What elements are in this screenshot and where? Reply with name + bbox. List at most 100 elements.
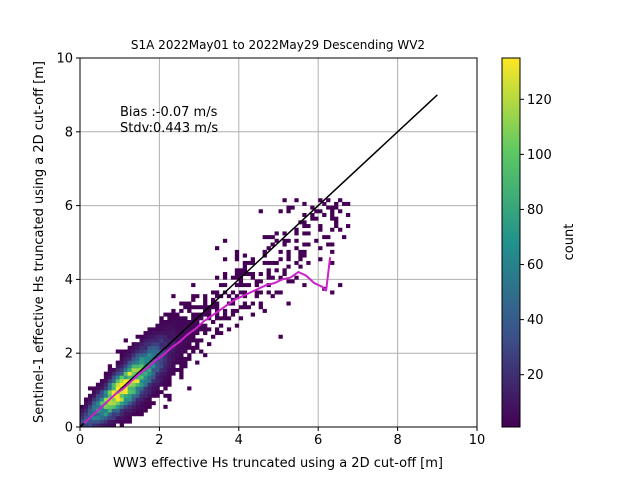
plot-lines (80, 95, 437, 427)
heatmap-cell (100, 390, 104, 394)
heatmap-cell (203, 324, 207, 328)
heatmap-cell (195, 338, 199, 342)
heatmap-cell (179, 357, 183, 361)
heatmap-cell (163, 327, 167, 331)
heatmap-cell (136, 361, 140, 365)
heatmap-cell (163, 338, 167, 342)
heatmap-cell (159, 342, 163, 346)
heatmap-cell (279, 250, 283, 254)
heatmap-cell (144, 409, 148, 413)
heatmap-cell (124, 405, 128, 409)
heatmap-cell (151, 372, 155, 376)
heatmap-cell (124, 372, 128, 376)
heatmap-cell (132, 353, 136, 357)
heatmap-cell (171, 361, 175, 365)
heatmap-cell (163, 331, 167, 335)
heatmap-cell (306, 243, 310, 247)
heatmap-cell (151, 327, 155, 331)
heatmap-cell (163, 368, 167, 372)
heatmap-cell (251, 257, 255, 261)
heatmap-cell (159, 379, 163, 383)
heatmap-cell (243, 305, 247, 309)
heatmap-cell (80, 405, 84, 409)
heatmap-cell (191, 338, 195, 342)
heatmap-cell (247, 305, 251, 309)
heatmap-cell (120, 353, 124, 357)
heatmap-cell (136, 397, 140, 401)
heatmap-cell (167, 331, 171, 335)
heatmap-cell (147, 335, 151, 339)
heatmap-cell (167, 361, 171, 365)
heatmap-cell (223, 276, 227, 280)
heatmap-cell (151, 331, 155, 335)
heatmap-cell (171, 364, 175, 368)
heatmap-cell (132, 409, 136, 413)
heatmap-cell (136, 335, 140, 339)
heatmap-cell (155, 338, 159, 342)
heatmap-cell (163, 361, 167, 365)
heatmap-cell (271, 235, 275, 239)
heatmap-cell (159, 364, 163, 368)
heatmap-cell (140, 338, 144, 342)
heatmap-cell (147, 331, 151, 335)
heatmap-cell (132, 412, 136, 416)
heatmap-cell (88, 401, 92, 405)
heatmap-cell (294, 276, 298, 280)
heatmap-cell (175, 316, 179, 320)
heatmap-cell (100, 416, 104, 420)
heatmap-cell (282, 239, 286, 243)
heatmap-cell (183, 305, 187, 309)
heatmap-cell (310, 217, 314, 221)
heatmap-cell (96, 383, 100, 387)
heatmap-cell (179, 320, 183, 324)
heatmap-cell (239, 305, 243, 309)
heatmap-cell (275, 290, 279, 294)
heatmap-cell (167, 327, 171, 331)
heatmap-cell (136, 405, 140, 409)
heatmap-cell (136, 412, 140, 416)
heatmap-cell (104, 409, 108, 413)
heatmap-cell (191, 298, 195, 302)
heatmap-cell (259, 209, 263, 213)
heatmap-cell (167, 397, 171, 401)
heatmap-cell (175, 350, 179, 354)
heatmap-cell (171, 316, 175, 320)
heatmap-cell (128, 412, 132, 416)
heatmap-cell (227, 316, 231, 320)
heatmap-cell (215, 276, 219, 280)
heatmap-cell (215, 246, 219, 250)
heatmap-cell (128, 420, 132, 424)
heatmap-cell (124, 350, 128, 354)
heatmap-cell (140, 390, 144, 394)
heatmap-cell (155, 331, 159, 335)
heatmap-cell (302, 243, 306, 247)
heatmap-cell (171, 331, 175, 335)
heatmap-cell (136, 357, 140, 361)
heatmap-cell (104, 412, 108, 416)
y-tick-label: 6 (65, 199, 73, 214)
heatmap-cell (128, 372, 132, 376)
heatmap-cell (211, 335, 215, 339)
heatmap-cell (159, 368, 163, 372)
heatmap-cell (263, 261, 267, 265)
heatmap-cell (112, 379, 116, 383)
heatmap-cell (203, 327, 207, 331)
heatmap-cell (167, 379, 171, 383)
heatmap-cell (116, 416, 120, 420)
heatmap-cell (235, 272, 239, 276)
heatmap-cell (116, 397, 120, 401)
heatmap-cell (104, 416, 108, 420)
heatmap-cell (116, 409, 120, 413)
heatmap-cell (346, 213, 350, 217)
heatmap-cell (132, 390, 136, 394)
colorbar-tick-label: 40 (527, 313, 544, 328)
heatmap-cell (116, 368, 120, 372)
heatmap-cell (259, 290, 263, 294)
heatmap-cell (211, 320, 215, 324)
heatmap-cell (132, 368, 136, 372)
heatmap-cell (255, 279, 259, 283)
heatmap-cell (171, 294, 175, 298)
heatmap-cell (243, 302, 247, 306)
heatmap-cell (167, 324, 171, 328)
heatmap-cell (318, 224, 322, 228)
